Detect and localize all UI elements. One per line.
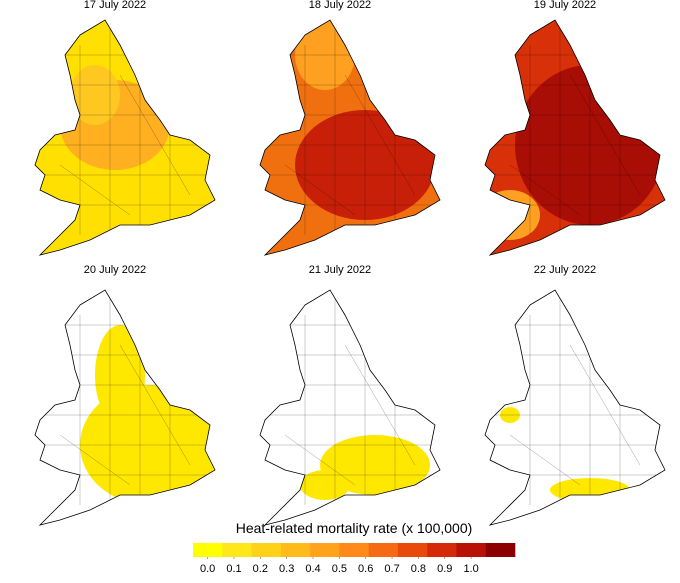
map-panel <box>484 19 666 256</box>
legend-swatch <box>339 543 369 557</box>
legend-swatch <box>193 543 223 557</box>
legend-tick-label: 0.9 <box>437 563 452 575</box>
legend-swatch <box>280 543 311 557</box>
panel-title: 22 July 2022 <box>534 264 596 276</box>
legend-title: Heat-related mortality rate (x 100,000) <box>236 520 473 536</box>
legend-tick-label: 0.0 <box>200 563 215 575</box>
legend-swatch <box>251 543 282 557</box>
legend-tick-label: 0.2 <box>253 563 268 575</box>
map-panel <box>484 289 666 526</box>
legend-swatch <box>368 543 399 557</box>
legend-tick-label: 0.6 <box>358 563 373 575</box>
panel-title: 20 July 2022 <box>84 264 146 276</box>
legend-tick-label: 0.1 <box>226 563 241 575</box>
legend-tick-label: 0.8 <box>411 563 426 575</box>
legend-swatch <box>485 543 516 557</box>
panel-title: 18 July 2022 <box>309 0 371 11</box>
legend-tick-label: 0.5 <box>332 563 347 575</box>
legend-swatch <box>427 543 457 557</box>
panel-title: 17 July 2022 <box>84 0 146 11</box>
legend-swatch <box>310 543 340 557</box>
legend-tick-label: 1.0 <box>463 563 478 575</box>
legend-tick-label: 0.7 <box>384 563 399 575</box>
legend-swatch <box>456 543 487 557</box>
map-panel <box>34 289 216 526</box>
map-panel <box>259 289 441 526</box>
panel-title: 21 July 2022 <box>309 264 371 276</box>
legend-tick-label: 0.3 <box>279 563 294 575</box>
map-panel <box>259 19 441 256</box>
legend-swatch <box>397 543 428 557</box>
map-panel <box>34 19 216 256</box>
legend-swatch <box>222 543 252 557</box>
panel-title: 19 July 2022 <box>534 0 596 11</box>
legend-tick-label: 0.4 <box>305 563 320 575</box>
